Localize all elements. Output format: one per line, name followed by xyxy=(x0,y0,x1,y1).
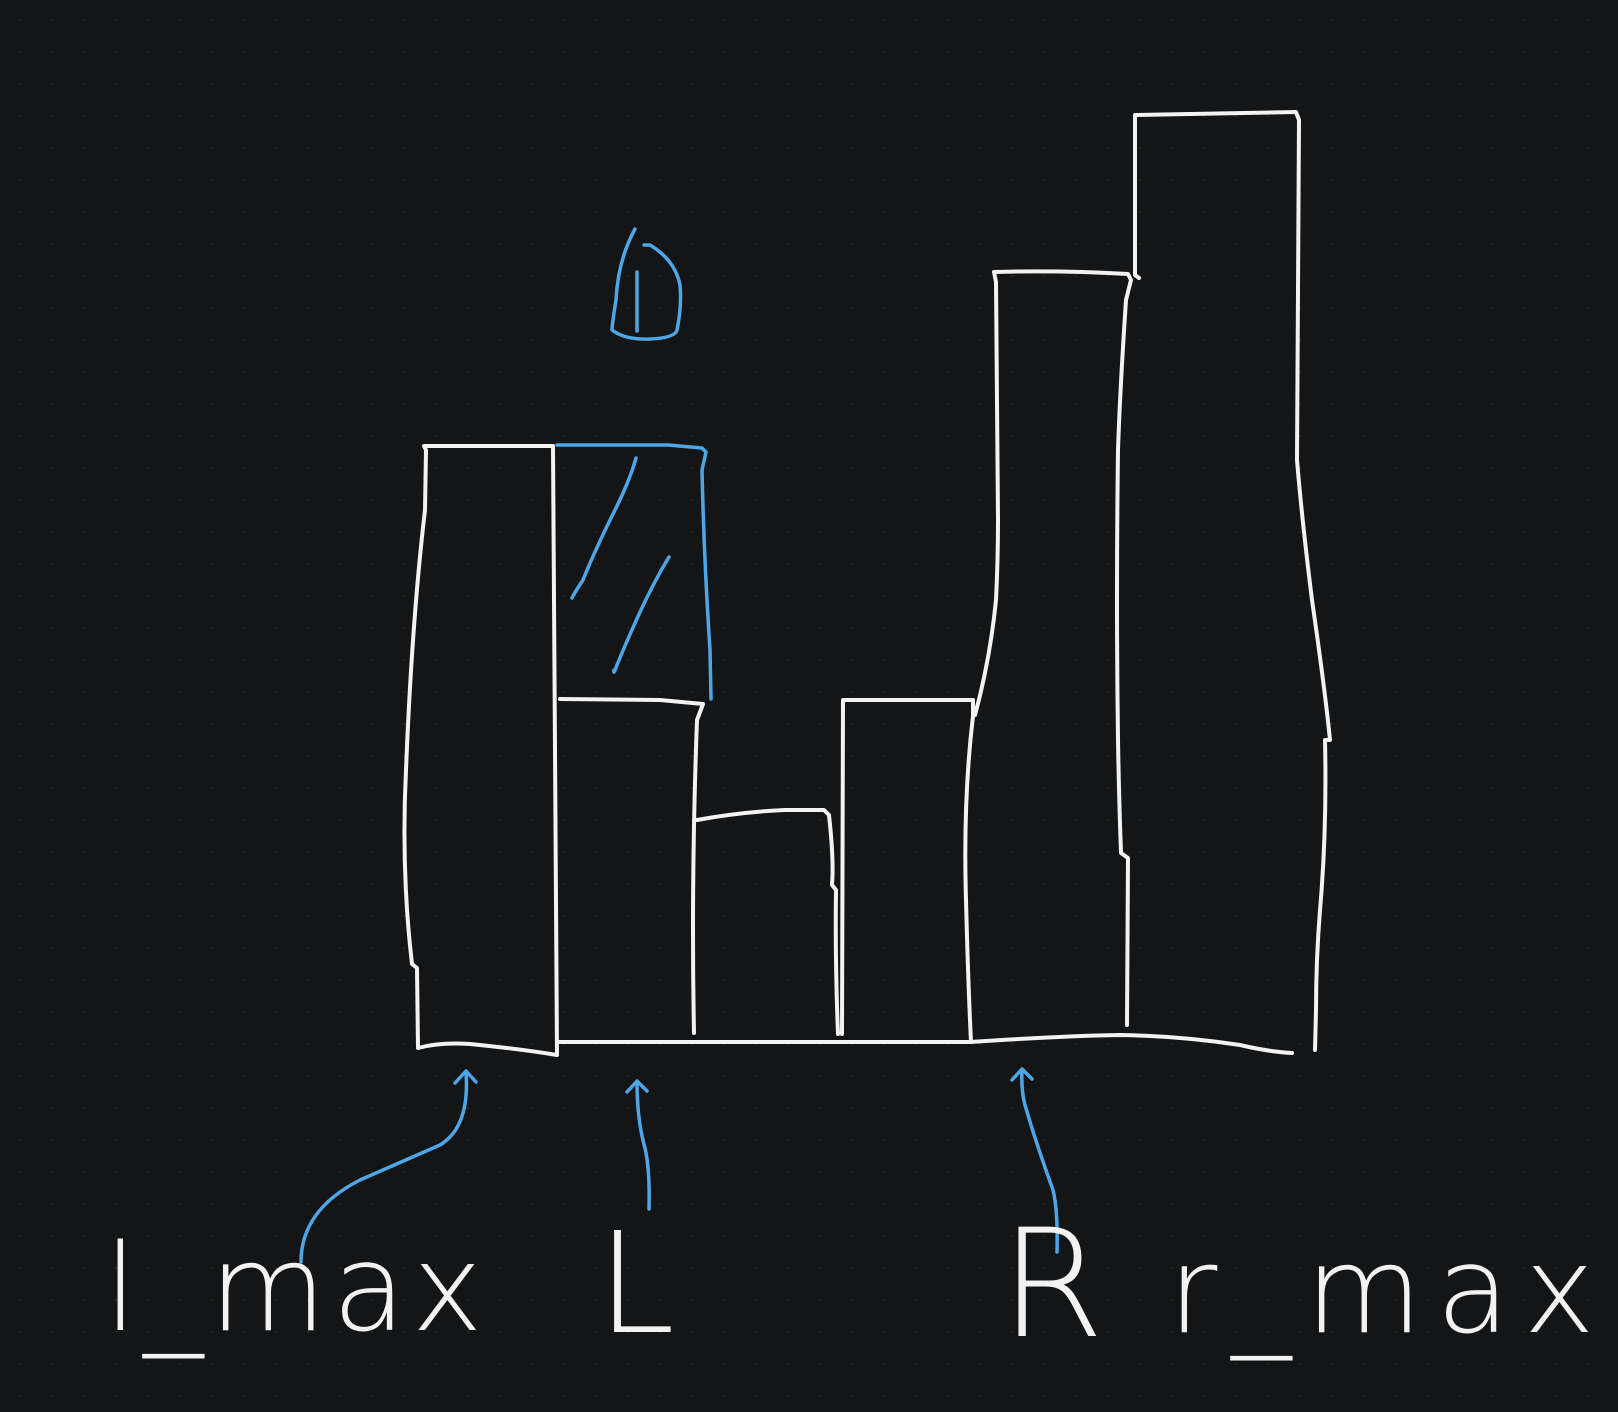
baseline xyxy=(555,1033,1294,1055)
bar-lmax xyxy=(402,444,559,1057)
arrow-R-curve xyxy=(1020,1068,1059,1254)
bar-L xyxy=(558,697,705,1035)
label-rmax: r_max xyxy=(1168,1222,1609,1361)
water-unit-marker xyxy=(610,227,683,341)
arrow-lmax-head xyxy=(453,1069,478,1085)
arrow-lmax-curve xyxy=(299,1070,469,1264)
water-hatch-1 xyxy=(570,456,638,600)
label-R: R xyxy=(1000,1198,1104,1372)
label-L: L xyxy=(597,1203,675,1366)
water-region xyxy=(555,443,713,701)
bar-3 xyxy=(695,808,840,1036)
arrow-L-head xyxy=(625,1079,649,1094)
bar-rmax xyxy=(1133,110,1332,1052)
bar-R xyxy=(973,269,1133,1027)
arrow-L-curve xyxy=(635,1080,651,1211)
water-hatch-2 xyxy=(612,555,671,674)
bar-4 xyxy=(840,698,975,1044)
label-lmax: l_max xyxy=(104,1220,489,1359)
arrow-R-head xyxy=(1010,1067,1034,1082)
